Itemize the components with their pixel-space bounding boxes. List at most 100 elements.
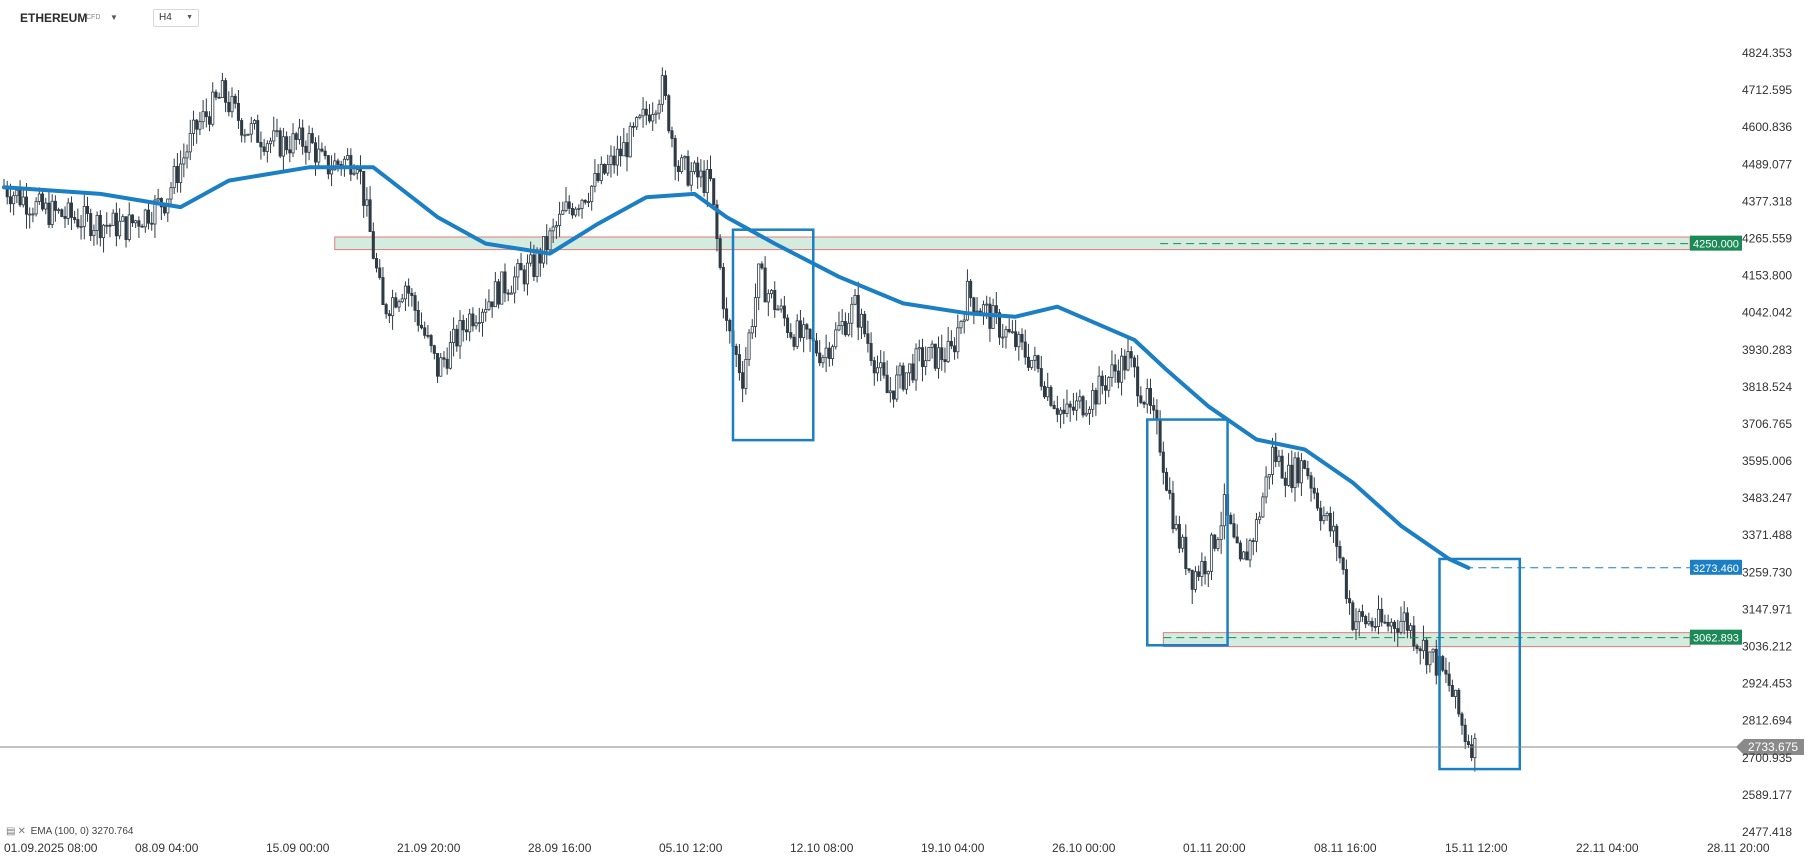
candle	[1319, 500, 1323, 531]
candle-body	[1473, 737, 1477, 759]
candle-body	[1457, 689, 1461, 715]
candle-body	[490, 301, 494, 308]
candle	[304, 140, 308, 165]
candle	[1409, 622, 1413, 639]
candle-body	[1338, 546, 1342, 559]
candle-body	[474, 322, 478, 327]
instrument-symbol[interactable]: ETHEREUM	[20, 11, 88, 25]
x-tick-label: 12.10 08:00	[790, 841, 854, 855]
candle-body	[400, 298, 404, 303]
candle-body	[227, 101, 231, 113]
candle	[297, 118, 301, 145]
candle-body	[1261, 496, 1265, 518]
candle	[114, 202, 118, 247]
candle-body	[975, 310, 979, 313]
candle	[313, 137, 318, 176]
candle-body	[622, 142, 626, 157]
candle-body	[904, 372, 908, 390]
candle-body	[1206, 571, 1210, 575]
candle	[872, 356, 876, 386]
candle	[741, 361, 745, 403]
candle-body	[1434, 648, 1438, 676]
candle-body	[1242, 551, 1246, 560]
candle	[375, 252, 379, 273]
candle	[1110, 350, 1114, 387]
candle	[416, 301, 420, 332]
candle	[644, 101, 648, 126]
candle	[1010, 320, 1014, 334]
candle	[185, 144, 189, 169]
candle	[92, 224, 96, 246]
candle-body	[1229, 514, 1233, 525]
x-tick-label: 22.11 04:00	[1576, 841, 1639, 855]
candle-body	[1283, 477, 1287, 486]
candle	[519, 252, 523, 271]
candle-body	[413, 295, 417, 311]
candle-body	[946, 340, 950, 363]
candle-body	[323, 150, 327, 157]
candle-body	[1280, 455, 1284, 479]
candle-body	[47, 202, 51, 225]
candle	[940, 334, 944, 371]
candle-body	[1315, 492, 1319, 509]
candle	[879, 350, 883, 382]
candle-body	[330, 169, 334, 175]
candle-body	[480, 311, 485, 323]
candle-body	[387, 313, 391, 317]
chevron-down-icon: ▼	[186, 14, 193, 21]
candle	[583, 199, 587, 205]
candle-body	[256, 120, 260, 143]
candle	[172, 158, 176, 194]
candle	[696, 156, 700, 189]
indicator-list-icon[interactable]: ▤	[6, 826, 16, 837]
y-tick-label: 3595.006	[1742, 454, 1792, 468]
candle-body	[471, 313, 475, 327]
candle	[837, 311, 841, 332]
candle	[1386, 614, 1390, 632]
candle-body	[108, 224, 112, 227]
candle	[1412, 616, 1416, 652]
candle-body	[12, 195, 16, 205]
candle-body	[1004, 328, 1008, 338]
candle	[654, 110, 658, 124]
candle-body	[712, 178, 716, 206]
candle	[53, 195, 57, 222]
candle-body	[898, 365, 902, 376]
candle	[346, 148, 350, 161]
candle-body	[432, 345, 436, 354]
candle-body	[8, 196, 12, 205]
candle	[728, 318, 732, 344]
candle	[108, 223, 112, 238]
candle-body	[1248, 540, 1252, 561]
y-tick-label: 4153.800	[1742, 269, 1792, 283]
candle	[712, 178, 716, 210]
candle-body	[940, 347, 944, 361]
candle-body	[1405, 612, 1409, 631]
candle-body	[590, 185, 594, 203]
candle-body	[1168, 489, 1172, 494]
candle-body	[1145, 388, 1149, 405]
candle	[753, 283, 757, 338]
candle	[1177, 515, 1181, 554]
timeframe-select[interactable]: H4 ▼	[153, 9, 199, 27]
indicator-label: EMA (100, 0) 3270.764	[30, 826, 134, 837]
candle	[821, 354, 825, 368]
candle	[458, 310, 462, 359]
indicator-legend[interactable]: ▤ ✕ EMA (100, 0) 3270.764	[6, 826, 133, 837]
candle-body	[1039, 368, 1043, 387]
chevron-down-icon[interactable]: ▼	[110, 13, 118, 22]
candle	[959, 320, 963, 335]
candle-body	[1470, 744, 1474, 759]
candle-body	[914, 348, 918, 381]
candle	[545, 224, 549, 265]
candle	[1187, 568, 1191, 574]
candle-body	[1396, 628, 1400, 633]
candle	[1264, 466, 1268, 504]
candle	[827, 341, 831, 367]
candle-body	[1466, 741, 1470, 746]
candle	[509, 285, 513, 295]
close-icon[interactable]: ✕	[17, 826, 26, 837]
candle-body	[683, 156, 687, 159]
candle-body	[146, 209, 151, 224]
